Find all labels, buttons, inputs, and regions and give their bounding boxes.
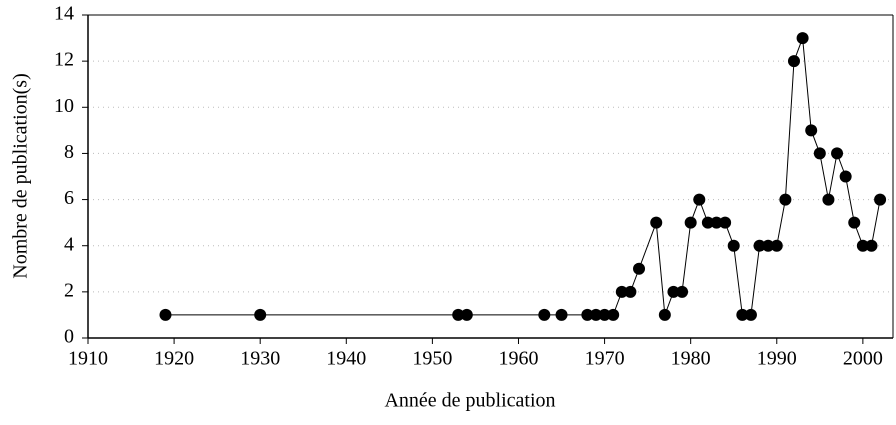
marker: [598, 308, 611, 321]
marker: [624, 285, 637, 298]
marker: [658, 308, 671, 321]
marker: [839, 170, 852, 183]
marker: [684, 216, 697, 229]
marker: [856, 239, 869, 252]
x-tick-label: 1930: [240, 348, 280, 370]
marker: [831, 147, 844, 160]
y-tick-label: 8: [64, 141, 74, 163]
marker: [813, 147, 826, 160]
marker: [719, 216, 732, 229]
marker: [874, 193, 887, 206]
marker: [693, 193, 706, 206]
marker: [762, 239, 775, 252]
marker: [822, 193, 835, 206]
y-tick-label: 2: [64, 279, 74, 301]
y-tick-label: 6: [64, 187, 74, 209]
line: [165, 37, 881, 316]
y-tick-label: 14: [54, 3, 74, 25]
marker: [633, 262, 646, 275]
marker: [701, 216, 714, 229]
x-tick-label: 1950: [412, 348, 452, 370]
marker: [727, 239, 740, 252]
x-tick-label: 1980: [671, 348, 711, 370]
marker: [460, 308, 473, 321]
y-tick-label: 12: [54, 49, 74, 71]
x-tick-label: 1960: [498, 348, 538, 370]
marker: [796, 32, 809, 45]
marker: [452, 308, 465, 321]
marker: [589, 308, 602, 321]
marker: [770, 239, 783, 252]
marker: [581, 308, 594, 321]
marker: [744, 308, 757, 321]
x-tick-label: 1910: [68, 348, 108, 370]
x-axis-title: Année de publication: [384, 390, 555, 412]
marker: [710, 216, 723, 229]
marker: [805, 124, 818, 137]
marker: [159, 308, 172, 321]
y-tick-label: 4: [64, 233, 74, 255]
y-axis-title: Nombre de publication(s): [10, 73, 32, 279]
x-tick-label: 1940: [326, 348, 366, 370]
marker: [865, 239, 878, 252]
marker: [615, 285, 628, 298]
marker: [848, 216, 861, 229]
y-tick-label: 10: [54, 95, 74, 117]
marker: [779, 193, 792, 206]
marker: [607, 308, 620, 321]
marker: [736, 308, 749, 321]
marker: [555, 308, 568, 321]
x-tick-label: 1920: [154, 348, 194, 370]
x-tick-label: 2000: [843, 348, 883, 370]
marker: [753, 239, 766, 252]
marker: [667, 285, 680, 298]
x-tick-label: 1990: [757, 348, 797, 370]
marker: [650, 216, 663, 229]
y-tick-label: 0: [64, 326, 74, 348]
marker: [254, 308, 267, 321]
marker: [787, 55, 800, 68]
marker: [676, 285, 689, 298]
marker: [538, 308, 551, 321]
x-tick-label: 1970: [585, 348, 625, 370]
